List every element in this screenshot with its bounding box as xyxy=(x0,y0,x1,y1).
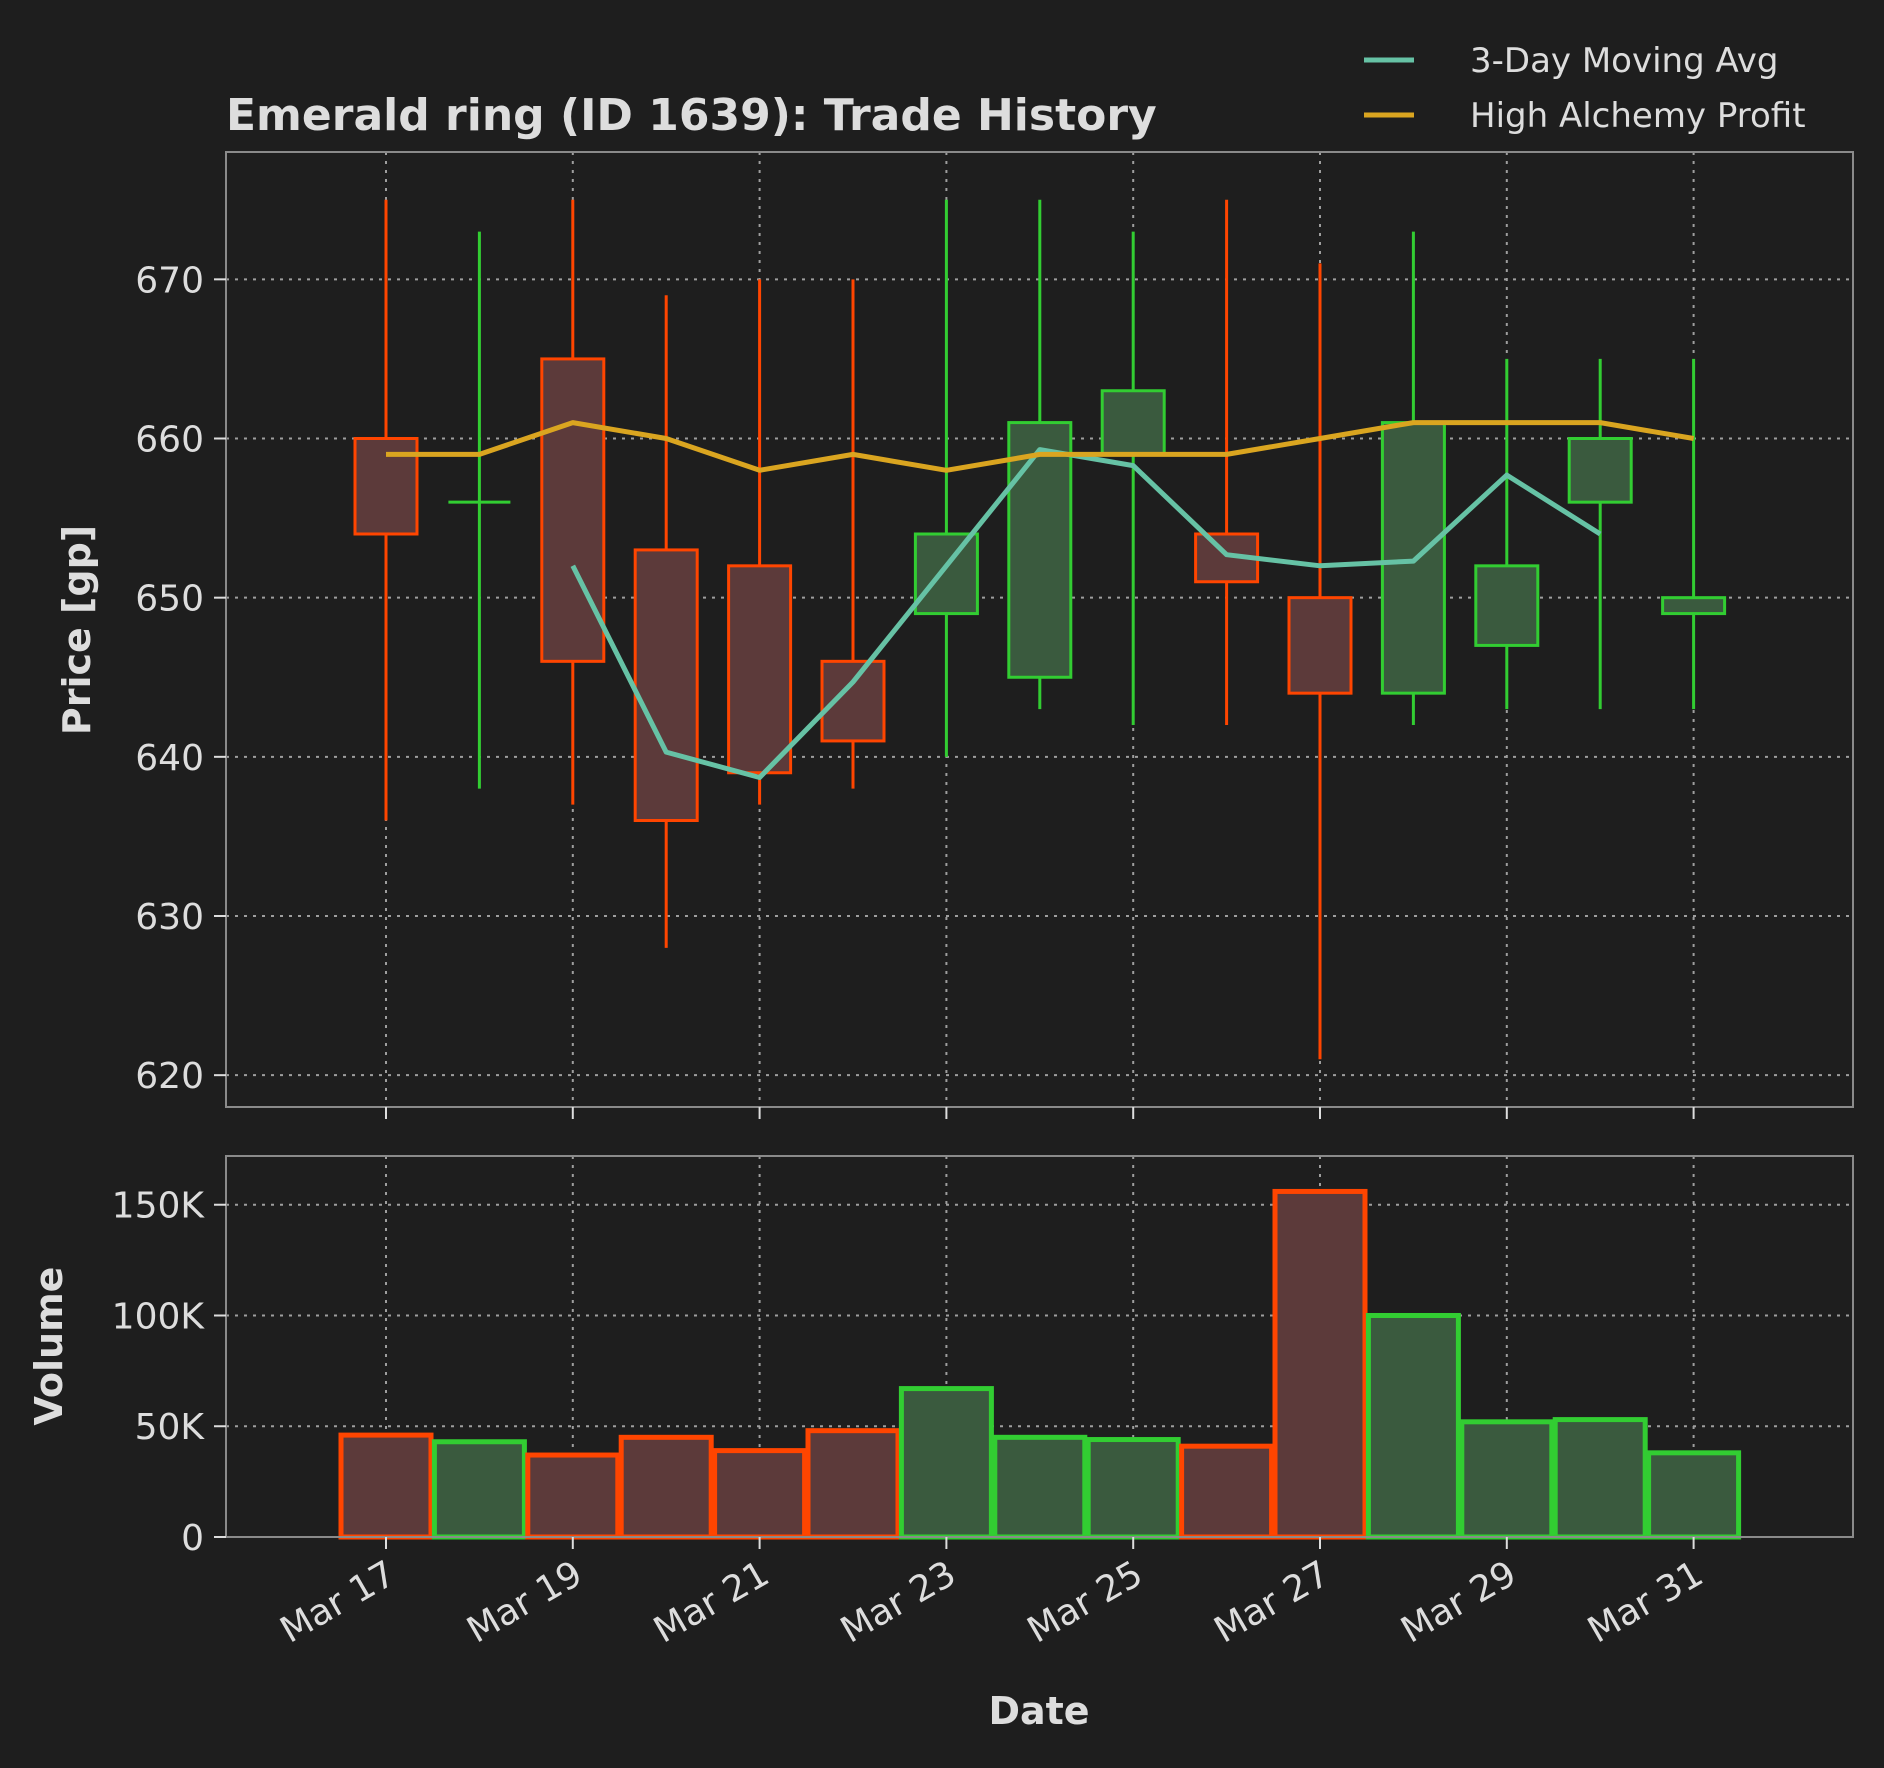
volume-bar xyxy=(618,1434,714,1540)
volume-bar xyxy=(338,1432,434,1540)
x-axis-label: Date xyxy=(988,1689,1089,1733)
price-y-axis: 620 630 640 650 660 670 xyxy=(135,260,226,1097)
price-axis-label: Price [gp] xyxy=(55,525,99,735)
candle-body xyxy=(1287,596,1353,695)
candle-body xyxy=(727,564,793,775)
volume-bar xyxy=(525,1452,621,1540)
volume-bar xyxy=(1459,1419,1555,1540)
line-series xyxy=(386,420,1695,780)
volume-tick-label: 0 xyxy=(181,1518,204,1559)
chart-title: Emerald ring (ID 1639): Trade History xyxy=(226,90,1157,141)
volume-bar xyxy=(1179,1443,1275,1540)
legend-label-high-alchemy: High Alchemy Profit xyxy=(1470,96,1806,136)
candle-body xyxy=(633,548,699,823)
price-tick-label: 660 xyxy=(135,420,204,461)
candle-body xyxy=(913,532,979,616)
candle-body xyxy=(1661,596,1727,616)
volume-tick-label: 100K xyxy=(112,1296,206,1337)
price-tick-label: 620 xyxy=(135,1056,204,1097)
volume-tick-label: 150K xyxy=(112,1186,206,1227)
volume-bar xyxy=(1646,1450,1742,1540)
high-alchemy-profit-line xyxy=(386,420,1695,473)
legend: 3-Day Moving Avg High Alchemy Profit xyxy=(1364,41,1806,136)
moving-average-line xyxy=(570,447,1602,780)
volume-panel-frame xyxy=(225,1155,1854,1538)
candle-body xyxy=(1007,421,1073,679)
volume-bar xyxy=(1272,1188,1368,1540)
volume-bar xyxy=(712,1448,808,1540)
price-tick-label: 640 xyxy=(135,738,204,779)
volume-bar xyxy=(898,1386,994,1540)
volume-axis-label: Volume xyxy=(27,1267,71,1426)
volume-bar xyxy=(805,1428,901,1540)
volume-y-axis: 0 50K 100K 150K xyxy=(112,1186,226,1559)
volume-tick-label: 50K xyxy=(135,1407,206,1448)
volume-bar xyxy=(1085,1437,1181,1540)
legend-label-moving-avg: 3-Day Moving Avg xyxy=(1470,41,1778,81)
price-tick-label: 630 xyxy=(135,897,204,938)
volume-bar xyxy=(1552,1417,1648,1540)
volume-bar xyxy=(992,1434,1088,1540)
candle-body xyxy=(1567,437,1633,504)
volume-bars xyxy=(338,1188,1742,1540)
candle-body xyxy=(1100,389,1166,456)
price-panel-frame xyxy=(225,151,1854,1108)
candle-body xyxy=(540,357,606,663)
price-tick-label: 670 xyxy=(135,260,204,301)
volume-bar xyxy=(431,1439,527,1540)
candle-body xyxy=(1474,564,1540,647)
volume-bar xyxy=(1365,1312,1461,1540)
price-tick-label: 650 xyxy=(135,579,204,620)
